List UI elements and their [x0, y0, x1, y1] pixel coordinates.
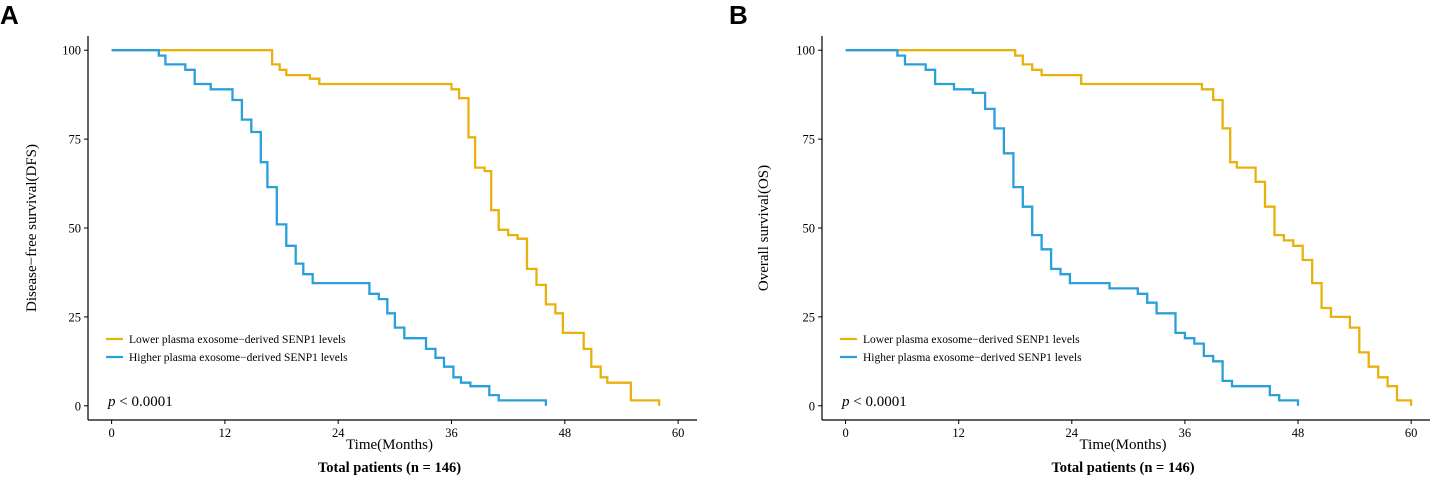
legend-label-lower: Lower plasma exosome−derived SENP1 level…: [129, 334, 346, 346]
legend-label-lower: Lower plasma exosome−derived SENP1 level…: [863, 334, 1080, 346]
x-tick-label: 0: [108, 426, 114, 440]
y-tick-label: 75: [69, 133, 82, 147]
y-tick-label: 0: [75, 399, 81, 413]
figure-caption: Total patients (n = 146): [318, 460, 461, 476]
y-tick-label: 25: [69, 310, 82, 324]
survival-curve-lower: [845, 49, 1413, 406]
p-value-text: < 0.0001: [116, 394, 173, 410]
legend-label-higher: Higher plasma exosome−derived SENP1 leve…: [863, 352, 1082, 364]
y-tick-label: 75: [803, 133, 816, 147]
x-tick-label: 12: [219, 426, 232, 440]
x-tick-label: 48: [1292, 426, 1305, 440]
p-value-annotation: p < 0.0001: [107, 394, 173, 410]
panel-b: B 0 25 50 75 100 0 12 24 36 48 60 Time(Months) Total …: [729, 0, 1430, 476]
y-tick-label: 0: [809, 399, 815, 413]
survival-curve-higher: [845, 49, 1300, 406]
x-tick-label: 0: [842, 426, 848, 440]
x-tick-label: 48: [559, 426, 572, 440]
x-axis-title: Time(Months): [346, 437, 433, 453]
y-tick-label: 100: [796, 44, 815, 58]
survival-curve-lower: [111, 49, 661, 406]
x-axis-title: Time(Months): [1080, 437, 1167, 453]
p-value-symbol: p: [107, 394, 116, 410]
x-tick-label: 24: [1066, 426, 1079, 440]
y-tick-label: 25: [803, 310, 816, 324]
figure-caption: Total patients (n = 146): [1051, 460, 1194, 476]
y-axis-title: Disease−free survival(DFS): [24, 144, 40, 312]
x-tick-label: 60: [1405, 426, 1418, 440]
x-tick-label: 36: [445, 426, 458, 440]
p-value-symbol: p: [841, 394, 850, 410]
panel-label: A: [0, 0, 19, 30]
x-tick-label: 36: [1179, 426, 1192, 440]
p-value-text: < 0.0001: [850, 394, 907, 410]
survival-curve-higher: [111, 49, 548, 406]
x-tick-label: 60: [672, 426, 685, 440]
legend-label-higher: Higher plasma exosome−derived SENP1 leve…: [129, 352, 348, 364]
y-axis-title: Overall survival(OS): [756, 165, 772, 291]
y-tick-label: 50: [803, 222, 816, 236]
panel-a: A 0 25 50 75 100 0 12 24 36 48 60 Time(Months) Total …: [0, 0, 697, 476]
p-value-annotation: p < 0.0001: [841, 394, 907, 410]
x-tick-label: 24: [332, 426, 345, 440]
y-tick-label: 50: [69, 222, 82, 236]
y-tick-label: 100: [62, 44, 81, 58]
x-tick-label: 12: [952, 426, 965, 440]
panel-label: B: [729, 0, 748, 30]
